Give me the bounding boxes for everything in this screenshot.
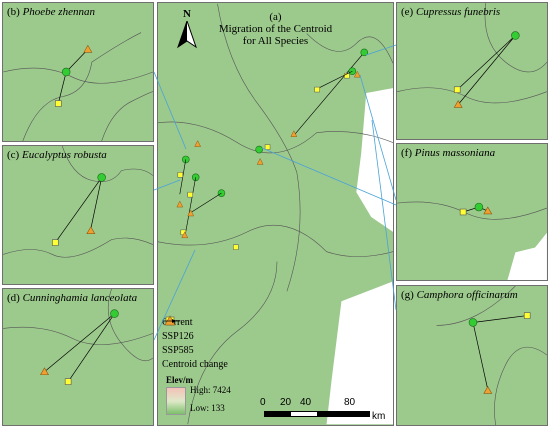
elevation-legend: Elev/m High: 7424 Low: 133 [166,375,266,415]
current-centroid [191,173,200,182]
centroid-change-line [292,52,365,137]
panel-a-main-map: N (a) Migration of the Centroid for All … [157,2,394,426]
panel-g-terrain [397,286,547,425]
elevation-high: High: 7424 [190,385,231,395]
scale-tick: 0 [260,397,266,408]
centroid-change-line [456,35,516,90]
panel-c-title: (c) Eucalyptus robusta [7,149,107,161]
centroid-change-line [65,49,89,73]
ssp585-centroid [181,231,189,239]
ssp126-centroid [523,312,531,319]
elevation-gradient [166,387,186,415]
panel-b-title: (b) Phoebe zhennan [7,6,95,18]
current-centroid [97,173,106,182]
main-map-terrain [158,3,393,425]
ssp585-centroid [176,200,184,208]
ssp585-centroid [194,140,202,147]
ssp126-centroid [177,172,184,178]
north-arrow-icon [177,21,197,49]
arrow-line-icon [162,319,180,323]
current-centroid [217,189,226,197]
panel-d-map: (d) Cunninghamia lanceolata [2,288,154,426]
centroid-change-line [472,315,528,323]
centroid-change-line [90,177,102,229]
panel-e-title: (e) Cupressus funebris [401,6,501,18]
current-centroid [468,318,478,327]
centroid-change-line [457,35,516,105]
panel-b-terrain [3,3,153,141]
panel-e-map: (e) Cupressus funebris [396,2,548,140]
scale-tick: 80 [344,397,356,408]
legend-item-centroid-change: Centroid change [162,319,292,371]
ssp585-centroid [483,385,493,394]
centroid-change-line [57,71,67,104]
ssp126-centroid [453,86,461,93]
legend-label: SSP585 [162,344,194,356]
scale-bar-graphic [264,411,370,417]
panel-b-map: (b) Phoebe zhennan [2,2,154,142]
panel-e-terrain [397,3,547,139]
ssp585-centroid [187,209,195,217]
ssp126-centroid [233,244,239,250]
panel-g-map: (g) Camphora officinarum [396,285,548,426]
panel-g-title: (g) Camphora officinarum [401,289,518,301]
scale-tick: 20 [280,397,292,408]
panel-f-map: (f) Pinus massoniana [396,143,548,281]
current-centroid [110,309,119,318]
panel-f-terrain [397,144,547,280]
centroid-change-line [472,322,489,390]
ssp126-centroid [314,86,320,93]
elevation-title: Elev/m [166,375,193,385]
scale-tick: 40 [300,397,312,408]
panel-d-terrain [3,289,153,425]
panel-c-terrain [3,146,153,284]
current-centroid [181,155,190,164]
ssp585-centroid [453,99,463,108]
current-centroid [474,202,484,212]
legend: Current SSP126 SSP585 Centroid change [162,315,292,371]
ssp126-centroid [52,239,59,246]
centroid-change-line [55,177,102,243]
elevation-low: Low: 133 [190,403,225,413]
ssp585-centroid [83,44,93,53]
ssp126-centroid [264,144,271,150]
scale-unit: km [372,411,386,422]
centroid-change-line [191,192,222,213]
ssp585-centroid [86,226,96,235]
north-arrow: N [176,9,198,49]
current-centroid [348,67,357,75]
current-centroid [255,145,263,154]
ssp585-centroid [290,130,298,137]
ssp585-centroid [256,157,264,165]
ssp585-centroid [40,367,49,376]
ssp585-centroid [353,70,361,78]
main-map-label: (a) [269,11,282,23]
panel-c-map: (c) Eucalyptus robusta [2,145,154,285]
ssp126-centroid [55,100,62,107]
current-centroid [360,48,369,57]
centroid-change-line [67,313,115,382]
centroid-change-line [316,70,353,90]
panel-f-title: (f) Pinus massoniana [401,147,496,159]
scale-bar: 0 20 40 80 km [260,397,392,423]
main-map-title-line2: for All Species [242,35,309,47]
panel-d-title: (d) Cunninghamia lanceolata [7,292,138,304]
centroid-change-line [44,313,115,373]
current-centroid [61,67,71,77]
ssp126-centroid [344,72,350,79]
main-map-title-line1: Migration of the Centroid [218,23,333,35]
ssp585-centroid [483,206,493,215]
ssp126-centroid [187,191,193,198]
legend-label: Centroid change [162,358,228,370]
ssp126-centroid [459,208,467,216]
current-centroid [511,31,520,40]
centroid-change-line [185,177,196,232]
ssp126-centroid [64,378,72,385]
